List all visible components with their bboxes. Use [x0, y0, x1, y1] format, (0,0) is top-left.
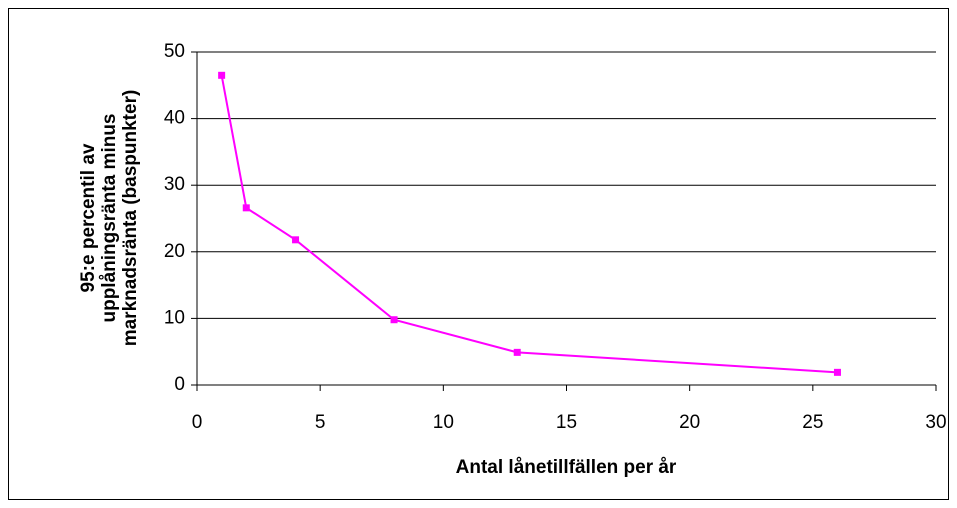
x-tick-label: 15 [556, 412, 577, 433]
chart-border [8, 8, 949, 500]
y-tick-label: 50 [164, 41, 185, 62]
data-point [390, 316, 398, 324]
x-tick-label: 20 [679, 412, 700, 433]
data-point [218, 71, 226, 79]
y-axis-label: 95:e percentil av upplåningsränta minus … [78, 90, 141, 347]
x-tick-label: 0 [192, 412, 203, 433]
data-line [220, 75, 838, 374]
x-tick-label: 5 [315, 412, 326, 433]
y-axis-label-line: marknadsränta (baspunkter) [120, 90, 141, 347]
x-tick-label: 10 [433, 412, 454, 433]
x-axis-label: Antal lånetillfällen per år [456, 457, 677, 478]
y-tick-label: 30 [164, 174, 185, 195]
y-tick-label: 20 [164, 241, 185, 262]
x-tick-label: 25 [802, 412, 823, 433]
y-axis-label-line: 95:e percentil av [78, 143, 99, 292]
data-point [833, 368, 841, 376]
data-point [242, 204, 250, 212]
y-tick-label: 10 [164, 307, 185, 328]
y-tick-label: 40 [164, 108, 185, 129]
y-tick-label: 0 [174, 374, 185, 395]
x-tick-label: 30 [925, 412, 946, 433]
y-axis-label-line: upplåningsränta minus [99, 113, 120, 322]
data-point [292, 236, 300, 244]
data-point [513, 348, 521, 356]
